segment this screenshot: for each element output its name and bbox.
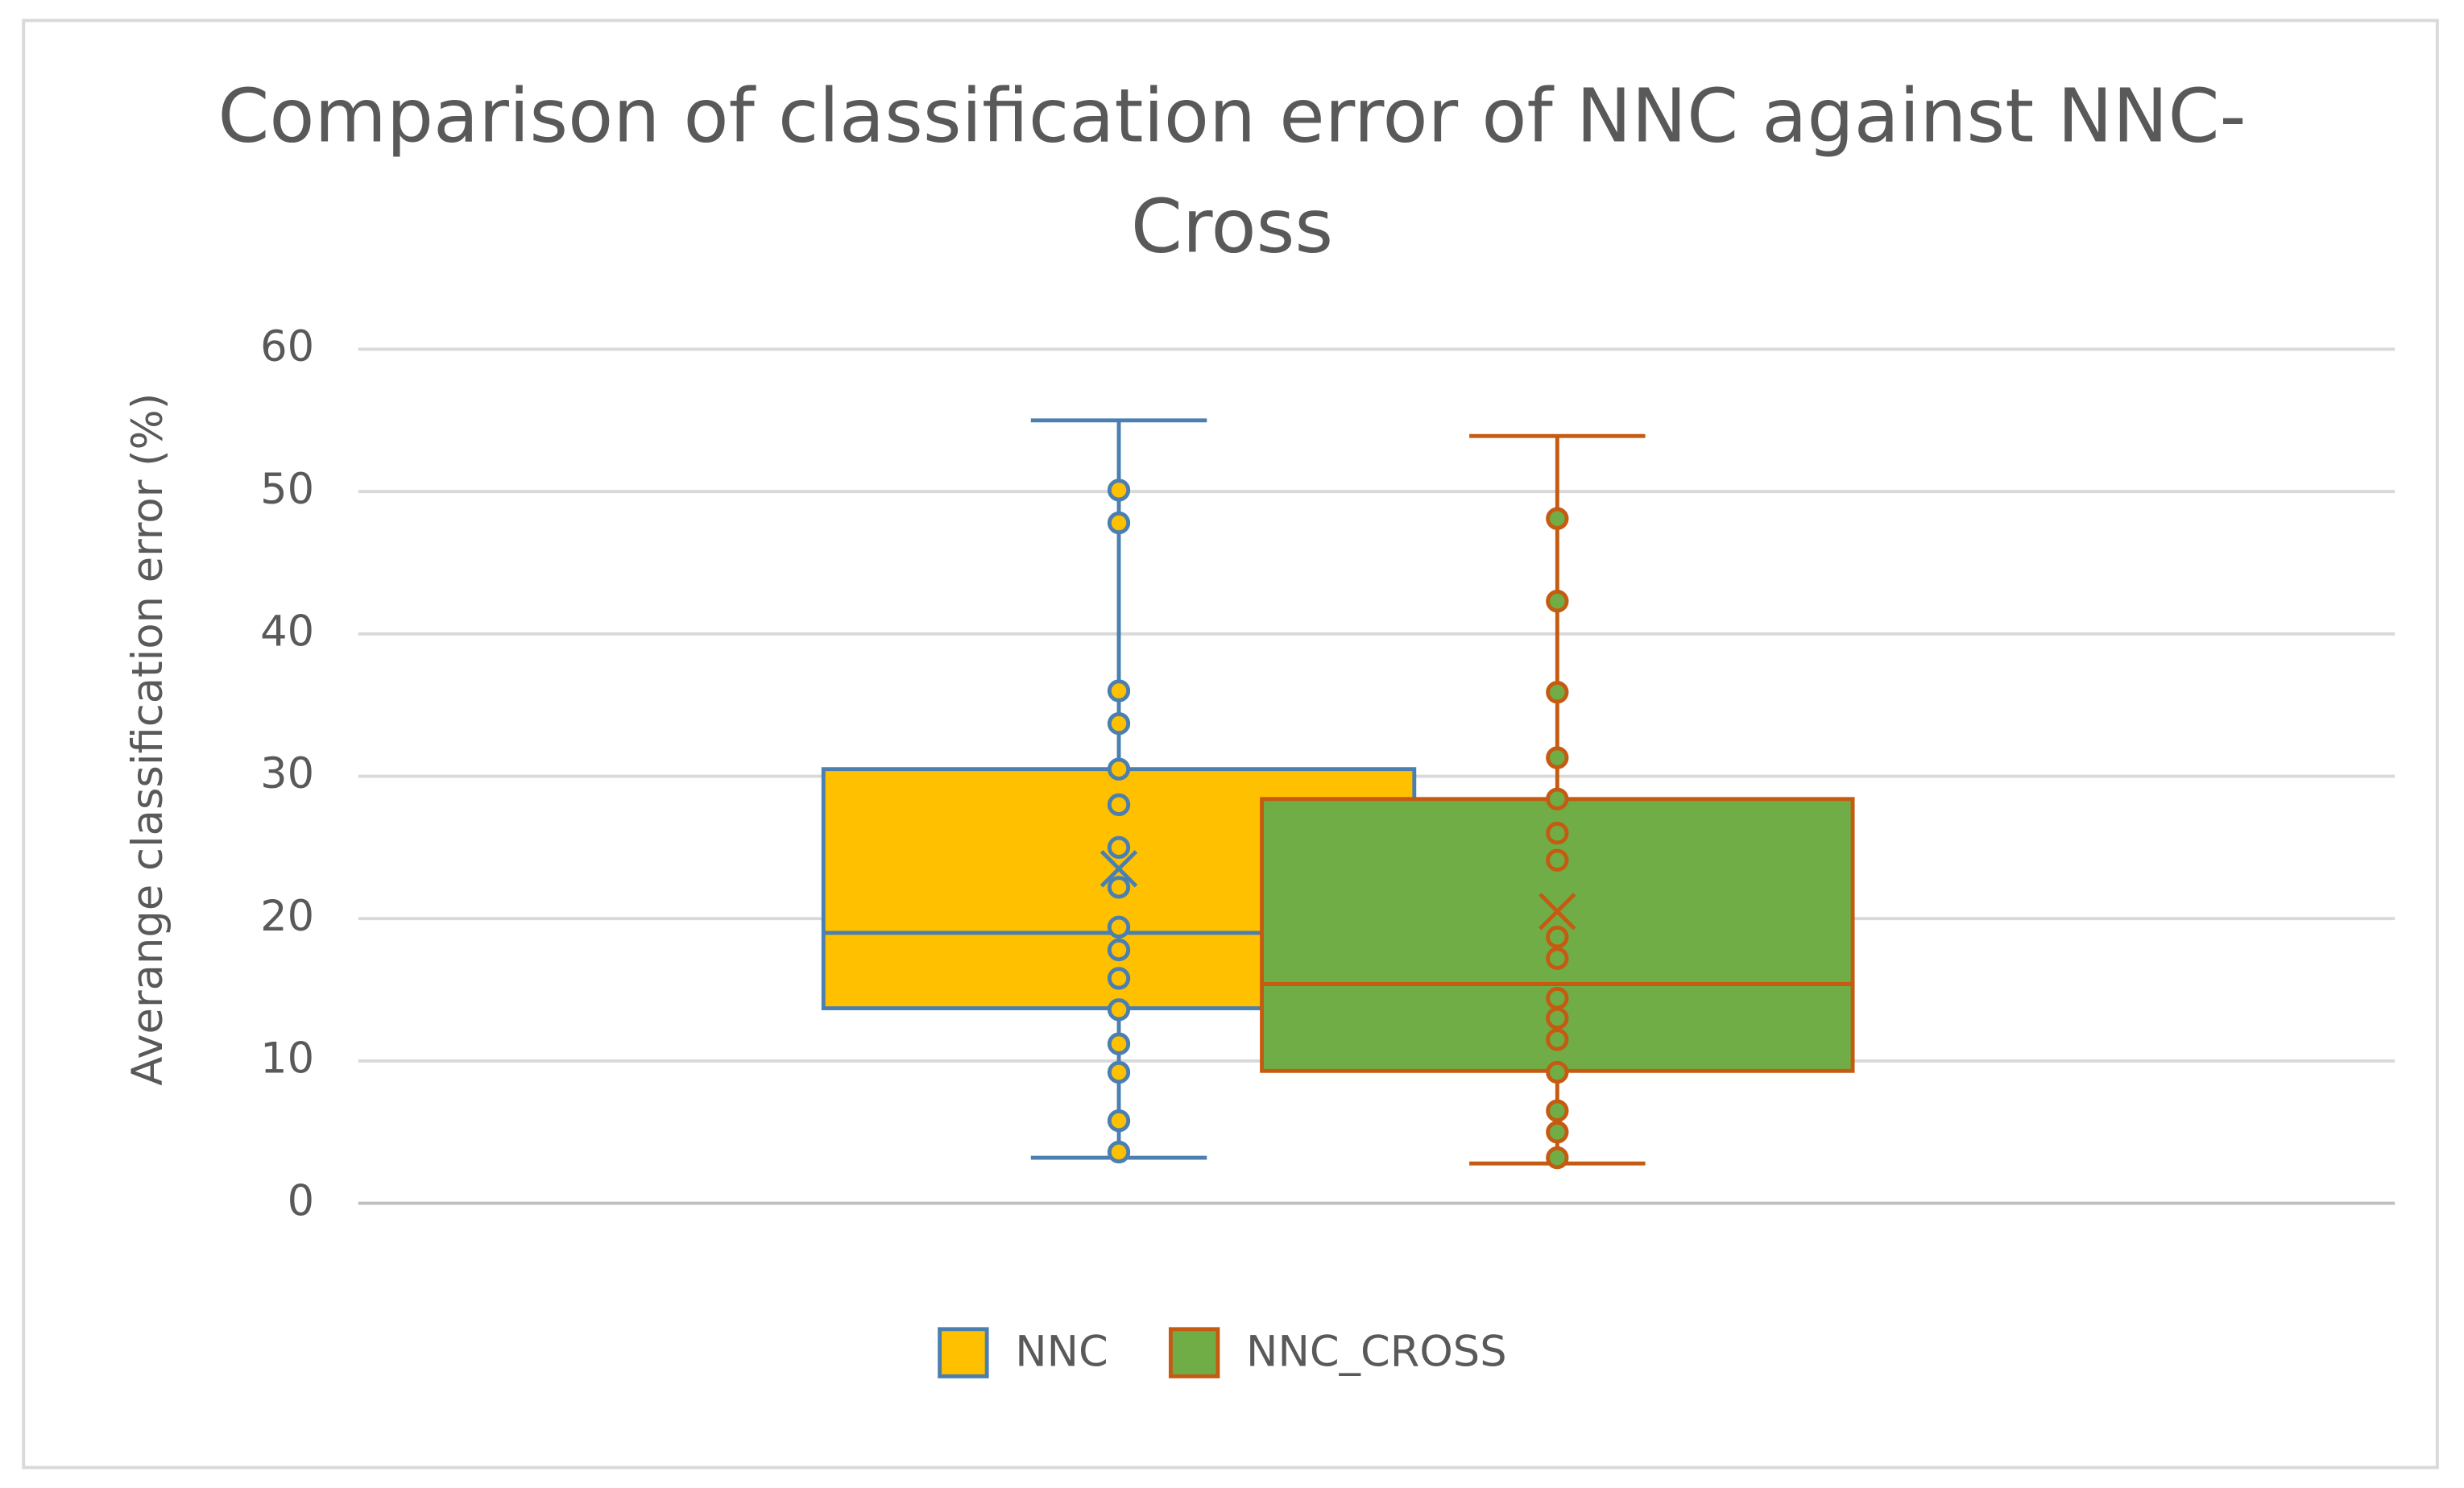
data-point [1107, 511, 1131, 535]
data-point [1107, 915, 1131, 939]
y-tick-label: 10 [260, 1034, 314, 1084]
data-point [1546, 1028, 1569, 1051]
data-point [1546, 590, 1569, 613]
chart-title: Comparison of classification error of NN… [217, 73, 2247, 271]
mean-marker [1099, 850, 1138, 888]
data-point [1546, 1121, 1569, 1144]
mean-marker [1538, 893, 1576, 931]
data-point [1107, 998, 1131, 1022]
data-point [1546, 787, 1569, 810]
legend-swatch [938, 1327, 989, 1378]
y-tick-label: 40 [260, 607, 314, 656]
data-point [1107, 1140, 1131, 1164]
data-point [1107, 757, 1131, 781]
data-point [1107, 679, 1131, 703]
data-point [1546, 746, 1569, 769]
data-point [1546, 1146, 1569, 1170]
data-point [1546, 681, 1569, 704]
y-tick-label: 20 [260, 892, 314, 941]
data-point [1107, 835, 1131, 860]
y-tick-label: 60 [260, 322, 314, 371]
data-point [1546, 1006, 1569, 1030]
data-point [1107, 1032, 1131, 1055]
data-point [1546, 926, 1569, 949]
data-point [1107, 793, 1131, 817]
data-point [1546, 947, 1569, 970]
data-point [1546, 1099, 1569, 1122]
y-tick-label: 30 [260, 749, 314, 798]
data-point [1107, 479, 1131, 502]
y-tick-label: 0 [288, 1176, 315, 1225]
legend-swatch [1168, 1327, 1220, 1378]
data-point [1107, 711, 1131, 736]
data-point [1107, 1109, 1131, 1133]
chart-frame [22, 19, 2439, 1469]
data-point [1546, 987, 1569, 1010]
data-point [1546, 848, 1569, 872]
data-point [1107, 938, 1131, 962]
data-point [1107, 876, 1131, 899]
legend-label: NNC_CROSS [1246, 1328, 1507, 1377]
data-point [1107, 967, 1131, 990]
data-point [1107, 1060, 1131, 1084]
legend-label: NNC [1015, 1328, 1108, 1377]
data-point [1546, 507, 1569, 530]
data-point [1546, 822, 1569, 845]
data-point [1546, 1060, 1569, 1084]
y-tick-label: 50 [260, 465, 314, 514]
